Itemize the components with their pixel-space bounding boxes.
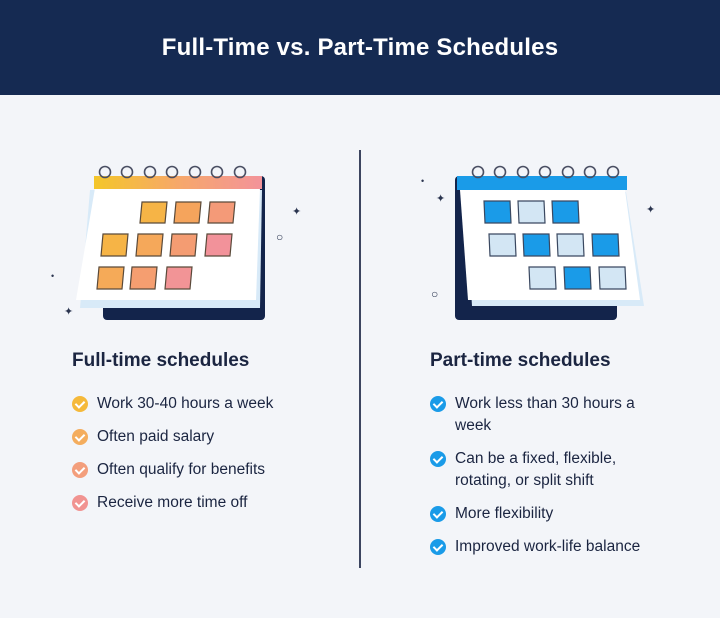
check-icon (72, 429, 88, 445)
check-icon (430, 451, 446, 467)
check-icon (430, 396, 446, 412)
day-square (207, 201, 236, 224)
day-square (551, 200, 580, 224)
check-icon (430, 539, 446, 555)
part-time-list: Work less than 30 hours a week Can be a … (430, 393, 680, 569)
check-icon (72, 396, 88, 412)
page-title: Full-Time vs. Part-Time Schedules (161, 33, 559, 61)
list-item: Can be a fixed, flexible, rotating, or s… (430, 448, 680, 492)
list-item: Receive more time off (72, 492, 342, 514)
list-item: Often qualify for benefits (72, 459, 342, 481)
day-square (591, 233, 620, 257)
list-item: Improved work-life balance (430, 536, 680, 558)
day-square (100, 233, 129, 257)
ring-icon: ○ (276, 230, 284, 244)
day-square (169, 233, 198, 257)
day-square (488, 233, 517, 257)
sparkle-icon: ✦ (436, 193, 446, 205)
check-icon (430, 506, 446, 522)
check-icon (72, 495, 88, 511)
day-square (96, 266, 125, 290)
check-icon (72, 462, 88, 478)
part-time-calendar-icon (455, 165, 644, 320)
dot-icon: • (421, 176, 425, 186)
full-time-heading: Full-time schedules (72, 350, 250, 371)
day-square (556, 233, 585, 257)
day-square (483, 200, 512, 224)
sparkle-icon: ✦ (646, 204, 656, 216)
full-time-list: Work 30-40 hours a week Often paid salar… (72, 393, 342, 525)
list-item: Often paid salary (72, 426, 342, 448)
day-square (204, 233, 233, 257)
day-square (135, 233, 164, 257)
part-time-heading: Part-time schedules (430, 350, 611, 371)
day-square (129, 266, 158, 290)
day-square (522, 233, 551, 257)
sparkle-icon: ✦ (64, 306, 74, 318)
day-square (139, 201, 168, 224)
list-item: Work 30-40 hours a week (72, 393, 342, 415)
list-item: More flexibility (430, 503, 680, 525)
day-square (173, 201, 202, 224)
day-square (517, 200, 546, 224)
header-banner: Full-Time vs. Part-Time Schedules (0, 0, 720, 95)
day-square (598, 266, 627, 290)
dot-icon: • (51, 271, 55, 281)
full-time-calendar-icon (76, 165, 265, 320)
day-square (164, 266, 193, 290)
day-square (563, 266, 592, 290)
column-divider (359, 150, 361, 568)
list-item: Work less than 30 hours a week (430, 393, 680, 437)
ring-icon: ○ (431, 287, 439, 301)
sparkle-icon: ✦ (292, 206, 302, 218)
day-square (528, 266, 557, 290)
